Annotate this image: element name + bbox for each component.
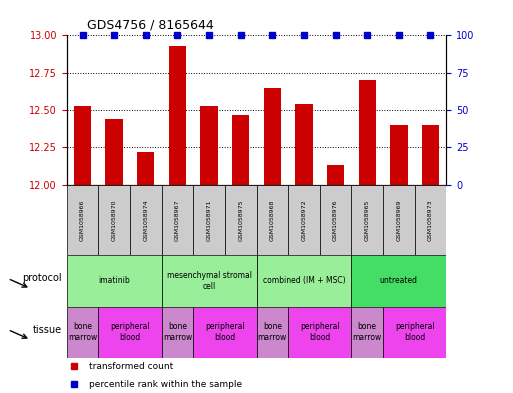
- Bar: [288, 185, 320, 255]
- Bar: [162, 307, 193, 358]
- Text: GSM1058969: GSM1058969: [397, 199, 401, 241]
- Bar: [256, 307, 288, 358]
- Text: protocol: protocol: [22, 274, 62, 283]
- Bar: [351, 185, 383, 255]
- Bar: [327, 165, 344, 185]
- Bar: [162, 255, 256, 307]
- Text: peripheral
blood: peripheral blood: [300, 322, 340, 342]
- Text: tissue: tissue: [32, 325, 62, 334]
- Bar: [415, 185, 446, 255]
- Text: GSM1058972: GSM1058972: [302, 199, 306, 241]
- Bar: [383, 185, 415, 255]
- Text: GDS4756 / 8165644: GDS4756 / 8165644: [87, 18, 214, 31]
- Text: percentile rank within the sample: percentile rank within the sample: [89, 380, 243, 389]
- Bar: [288, 307, 351, 358]
- Text: GSM1058965: GSM1058965: [365, 199, 370, 241]
- Bar: [67, 185, 98, 255]
- Text: GSM1058974: GSM1058974: [143, 199, 148, 241]
- Bar: [201, 106, 218, 185]
- Text: mesenchymal stromal
cell: mesenchymal stromal cell: [167, 271, 251, 291]
- Text: bone
marrow: bone marrow: [68, 322, 97, 342]
- Text: transformed count: transformed count: [89, 362, 174, 371]
- Bar: [351, 255, 446, 307]
- Text: GSM1058973: GSM1058973: [428, 199, 433, 241]
- Text: bone
marrow: bone marrow: [258, 322, 287, 342]
- Bar: [74, 106, 91, 185]
- Bar: [137, 152, 154, 185]
- Bar: [67, 307, 98, 358]
- Text: GSM1058968: GSM1058968: [270, 199, 275, 241]
- Bar: [98, 185, 130, 255]
- Bar: [67, 255, 162, 307]
- Text: GSM1058971: GSM1058971: [207, 199, 211, 241]
- Bar: [390, 125, 407, 185]
- Bar: [256, 255, 351, 307]
- Bar: [193, 185, 225, 255]
- Bar: [98, 307, 162, 358]
- Bar: [351, 307, 383, 358]
- Bar: [106, 119, 123, 185]
- Bar: [359, 80, 376, 185]
- Bar: [320, 185, 351, 255]
- Text: GSM1058976: GSM1058976: [333, 199, 338, 241]
- Bar: [264, 88, 281, 185]
- Text: peripheral
blood: peripheral blood: [110, 322, 150, 342]
- Text: GSM1058975: GSM1058975: [238, 199, 243, 241]
- Text: bone
marrow: bone marrow: [163, 322, 192, 342]
- Text: GSM1058966: GSM1058966: [80, 199, 85, 241]
- Bar: [162, 185, 193, 255]
- Bar: [193, 307, 256, 358]
- Bar: [383, 307, 446, 358]
- Bar: [232, 114, 249, 185]
- Bar: [256, 185, 288, 255]
- Text: peripheral
blood: peripheral blood: [395, 322, 435, 342]
- Text: bone
marrow: bone marrow: [352, 322, 382, 342]
- Bar: [295, 104, 312, 185]
- Text: GSM1058967: GSM1058967: [175, 199, 180, 241]
- Text: imatinib: imatinib: [98, 277, 130, 285]
- Bar: [169, 46, 186, 185]
- Bar: [422, 125, 439, 185]
- Text: combined (IM + MSC): combined (IM + MSC): [263, 277, 345, 285]
- Text: peripheral
blood: peripheral blood: [205, 322, 245, 342]
- Text: untreated: untreated: [380, 277, 418, 285]
- Text: GSM1058970: GSM1058970: [112, 199, 116, 241]
- Bar: [225, 185, 256, 255]
- Bar: [130, 185, 162, 255]
